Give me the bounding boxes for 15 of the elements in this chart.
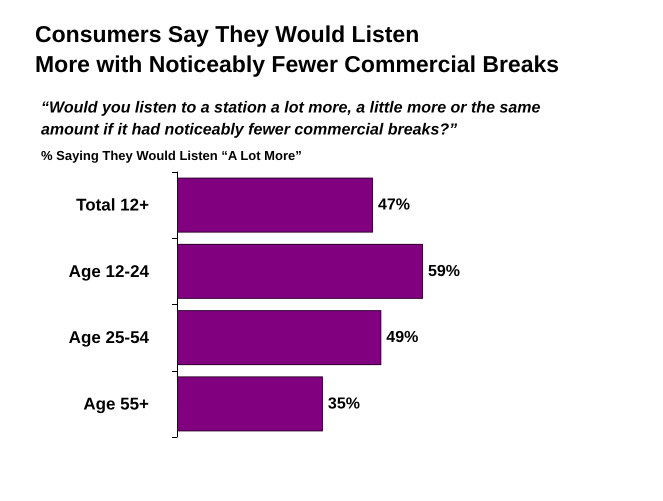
y-tick-label: Age 25-54 — [68, 328, 150, 348]
bar — [177, 376, 323, 432]
bar — [177, 244, 423, 299]
chart-title: Consumers Say They Would Listen More with Noticeably Fewer Commercial Breaks — [35, 21, 560, 77]
bar — [177, 178, 373, 233]
bar — [177, 310, 382, 366]
data-label: 47% — [378, 196, 410, 214]
chart-subtitle: “Would you listen to a station a lot more, a little more or the same amount if it had noticeably fewer commercial breaks?” — [41, 100, 540, 138]
y-tick-label: Age 12-24 — [68, 262, 150, 281]
y-tick-label: Age 55+ — [83, 394, 150, 414]
data-label: 59% — [428, 262, 460, 280]
x-axis-title: % Saying They Would Listen “A Lot More” — [41, 148, 302, 163]
data-label: 35% — [328, 395, 360, 412]
y-tick-label: Total 12+ — [76, 196, 150, 215]
data-label: 49% — [386, 329, 418, 346]
